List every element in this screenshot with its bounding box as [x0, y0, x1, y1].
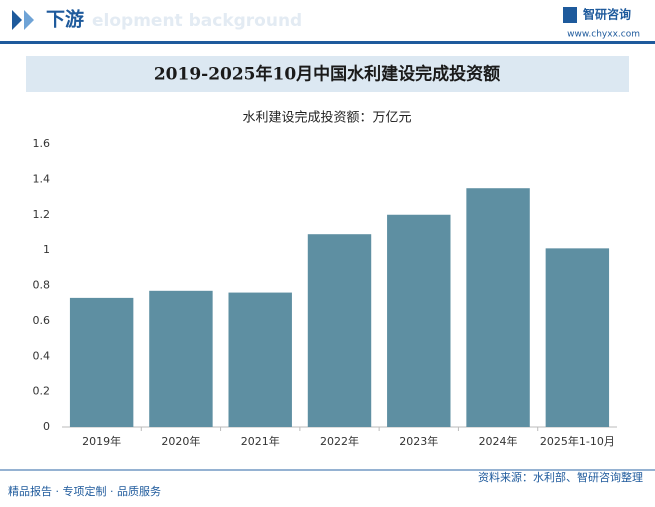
- y-tick-label: 0.2: [33, 385, 51, 398]
- x-tick-label: 2019年: [82, 434, 121, 448]
- x-tick-label: 2025年1-10月: [540, 434, 615, 448]
- y-tick-label: 0: [43, 420, 50, 433]
- bar: [387, 214, 451, 427]
- section-title: 下游: [46, 8, 84, 31]
- header-watermark: elopment background: [92, 11, 302, 31]
- y-tick-label: 1: [43, 243, 50, 256]
- bar: [228, 292, 292, 427]
- slogan: 精品报告 · 专项定制 · 品质服务: [8, 484, 161, 498]
- header-icon: [12, 10, 22, 30]
- x-tick-label: 2023年: [399, 434, 438, 448]
- header-icon: [24, 10, 34, 30]
- x-tick-label: 2024年: [479, 434, 518, 448]
- x-tick-label: 2021年: [241, 434, 280, 448]
- y-tick-label: 0.6: [33, 314, 51, 327]
- chart-subtitle: 水利建设完成投资额：万亿元: [242, 110, 411, 126]
- bar: [307, 234, 372, 427]
- y-tick-label: 0.4: [33, 349, 51, 362]
- brand: 智研咨询: [582, 7, 631, 22]
- y-tick-label: 1.4: [33, 172, 51, 185]
- logo-icon: [563, 7, 577, 23]
- bar: [466, 188, 530, 427]
- y-tick-label: 1.6: [33, 137, 51, 150]
- source: 资料来源：水利部、智研咨询整理: [478, 470, 643, 484]
- bar: [69, 297, 134, 427]
- title-box: [26, 56, 629, 92]
- chart-title: 2019-2025年10月中国水利建设完成投资额: [154, 64, 500, 85]
- bar: [545, 248, 610, 427]
- url: www.chyxx.com: [567, 30, 640, 40]
- x-tick-label: 2020年: [161, 434, 200, 448]
- bar: [149, 290, 213, 427]
- header-rule: [0, 41, 655, 44]
- y-tick-label: 0.8: [33, 279, 51, 292]
- plot: 0 0.2 0.4 0.6 0.8 1 1.2 1.4 1.6 2019年 2020年 2021年 20…: [33, 137, 617, 448]
- x-tick-label: 2022年: [320, 434, 359, 448]
- y-tick-label: 1.2: [33, 208, 51, 221]
